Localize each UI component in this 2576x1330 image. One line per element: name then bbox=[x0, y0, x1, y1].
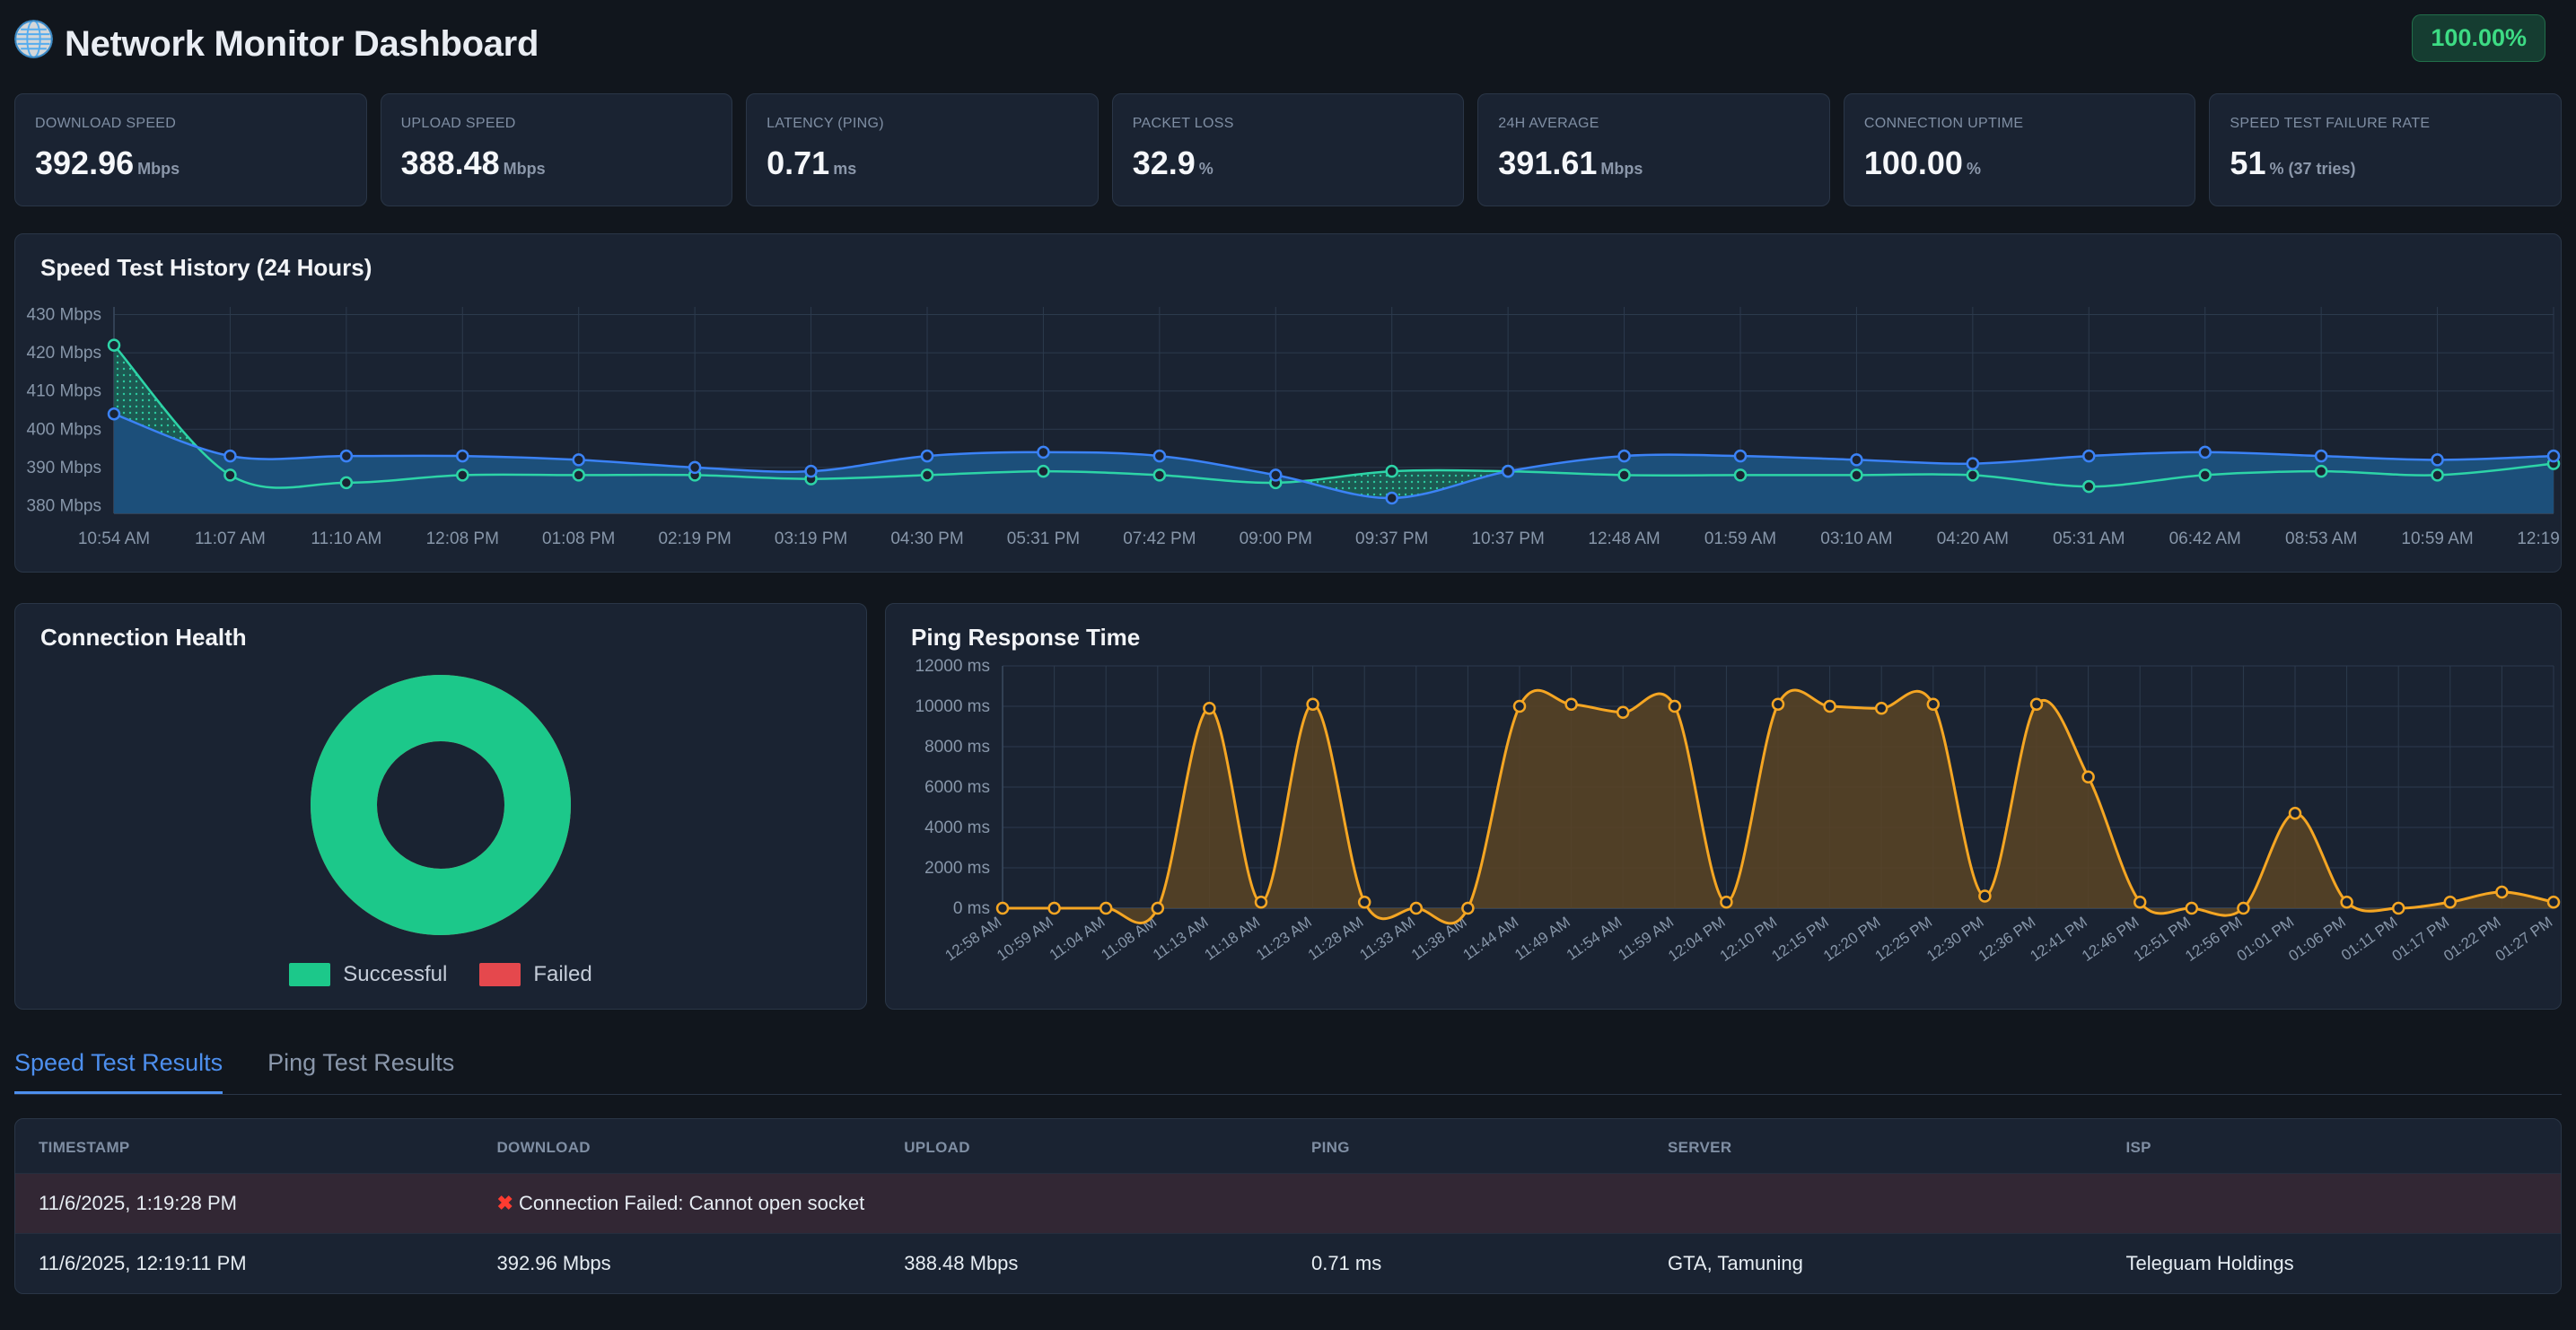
svg-text:12:04 PM: 12:04 PM bbox=[1665, 914, 1729, 965]
svg-text:11:33 AM: 11:33 AM bbox=[1356, 914, 1418, 964]
svg-text:01:27 PM: 01:27 PM bbox=[2493, 914, 2556, 965]
svg-text:05:31 PM: 05:31 PM bbox=[1007, 529, 1080, 548]
svg-text:10:37 PM: 10:37 PM bbox=[1471, 529, 1544, 548]
svg-text:6000 ms: 6000 ms bbox=[924, 778, 990, 797]
svg-text:400 Mbps: 400 Mbps bbox=[27, 420, 101, 439]
svg-text:12:25 PM: 12:25 PM bbox=[1872, 914, 1936, 965]
svg-text:11:49 AM: 11:49 AM bbox=[1511, 914, 1573, 964]
svg-text:10:59 AM: 10:59 AM bbox=[2401, 529, 2473, 548]
svg-text:01:06 PM: 01:06 PM bbox=[2285, 914, 2349, 965]
svg-text:12:58 AM: 12:58 AM bbox=[942, 914, 1005, 965]
svg-text:12:36 PM: 12:36 PM bbox=[1976, 914, 2039, 965]
svg-text:430 Mbps: 430 Mbps bbox=[27, 306, 101, 325]
svg-text:03:10 AM: 03:10 AM bbox=[1820, 529, 1892, 548]
svg-text:01:59 AM: 01:59 AM bbox=[1704, 529, 1776, 548]
svg-text:11:23 AM: 11:23 AM bbox=[1253, 914, 1315, 964]
svg-text:05:31 AM: 05:31 AM bbox=[2053, 529, 2125, 548]
svg-text:10000 ms: 10000 ms bbox=[916, 697, 990, 716]
svg-text:11:10 AM: 11:10 AM bbox=[311, 529, 381, 548]
svg-text:10:54 AM: 10:54 AM bbox=[78, 529, 150, 548]
svg-text:12:41 PM: 12:41 PM bbox=[2027, 914, 2090, 965]
svg-text:2000 ms: 2000 ms bbox=[924, 859, 990, 878]
svg-text:12:56 PM: 12:56 PM bbox=[2182, 914, 2246, 965]
svg-text:12:48 AM: 12:48 AM bbox=[1588, 529, 1660, 548]
svg-text:09:37 PM: 09:37 PM bbox=[1355, 529, 1428, 548]
svg-text:12:08 PM: 12:08 PM bbox=[426, 529, 499, 548]
svg-text:12:20 PM: 12:20 PM bbox=[1820, 914, 1884, 965]
svg-text:11:13 AM: 11:13 AM bbox=[1150, 914, 1212, 964]
svg-text:12:30 PM: 12:30 PM bbox=[1923, 914, 1987, 965]
svg-text:8000 ms: 8000 ms bbox=[924, 738, 990, 757]
svg-text:12000 ms: 12000 ms bbox=[916, 657, 990, 676]
svg-text:08:53 AM: 08:53 AM bbox=[2285, 529, 2357, 548]
svg-text:11:44 AM: 11:44 AM bbox=[1460, 914, 1522, 964]
svg-text:04:20 AM: 04:20 AM bbox=[1937, 529, 2009, 548]
svg-text:0 ms: 0 ms bbox=[953, 899, 990, 918]
svg-text:04:30 PM: 04:30 PM bbox=[890, 529, 963, 548]
svg-text:11:07 AM: 11:07 AM bbox=[195, 529, 266, 548]
svg-text:4000 ms: 4000 ms bbox=[924, 818, 990, 837]
svg-text:11:59 AM: 11:59 AM bbox=[1615, 914, 1677, 964]
svg-text:12:51 PM: 12:51 PM bbox=[2131, 914, 2195, 965]
svg-text:380 Mbps: 380 Mbps bbox=[27, 496, 101, 515]
svg-text:390 Mbps: 390 Mbps bbox=[27, 459, 101, 477]
svg-text:02:19 PM: 02:19 PM bbox=[658, 529, 731, 548]
svg-text:01:11 PM: 01:11 PM bbox=[2338, 914, 2400, 965]
svg-text:01:01 PM: 01:01 PM bbox=[2234, 914, 2298, 965]
svg-text:11:04 AM: 11:04 AM bbox=[1047, 914, 1108, 964]
svg-text:01:08 PM: 01:08 PM bbox=[542, 529, 615, 548]
svg-text:11:08 AM: 11:08 AM bbox=[1098, 914, 1160, 964]
svg-text:12:19 PM: 12:19 PM bbox=[2517, 529, 2563, 548]
svg-text:11:54 AM: 11:54 AM bbox=[1564, 914, 1625, 964]
svg-text:03:19 PM: 03:19 PM bbox=[775, 529, 847, 548]
svg-text:11:18 AM: 11:18 AM bbox=[1202, 914, 1264, 964]
svg-text:420 Mbps: 420 Mbps bbox=[27, 344, 101, 363]
svg-text:12:15 PM: 12:15 PM bbox=[1768, 914, 1832, 965]
svg-text:06:42 AM: 06:42 AM bbox=[2169, 529, 2241, 548]
svg-text:09:00 PM: 09:00 PM bbox=[1240, 529, 1312, 548]
svg-text:12:46 PM: 12:46 PM bbox=[2079, 914, 2142, 965]
svg-text:01:17 PM: 01:17 PM bbox=[2389, 914, 2453, 965]
svg-text:410 Mbps: 410 Mbps bbox=[27, 382, 101, 401]
svg-text:12:10 PM: 12:10 PM bbox=[1717, 914, 1781, 965]
svg-text:01:22 PM: 01:22 PM bbox=[2440, 914, 2504, 965]
svg-text:10:59 AM: 10:59 AM bbox=[994, 914, 1056, 965]
svg-text:07:42 PM: 07:42 PM bbox=[1123, 529, 1196, 548]
svg-text:11:28 AM: 11:28 AM bbox=[1305, 914, 1367, 964]
